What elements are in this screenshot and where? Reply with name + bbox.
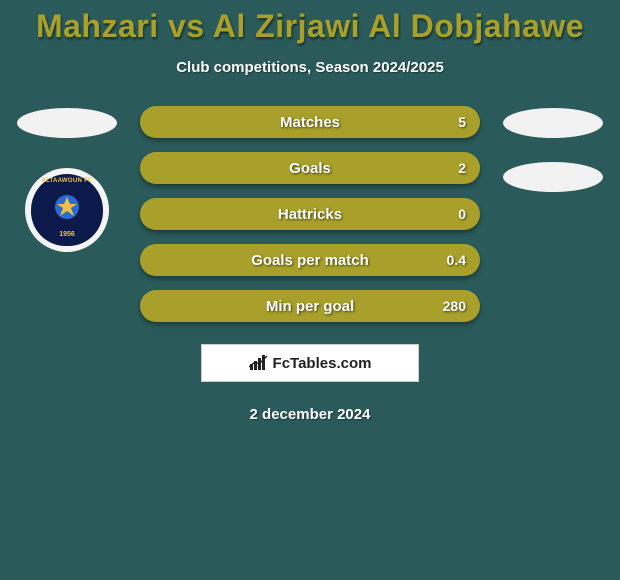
stat-label: Min per goal — [266, 298, 354, 315]
stat-value: 280 — [443, 298, 466, 314]
stat-value: 2 — [458, 160, 466, 176]
stat-value: 5 — [458, 114, 466, 130]
player-placeholder-ellipse — [503, 162, 603, 192]
stat-bar-goals-per-match: Goals per match 0.4 — [140, 244, 480, 276]
right-player-column — [498, 106, 608, 192]
branding-text: FcTables.com — [273, 355, 372, 372]
stat-label: Matches — [280, 114, 340, 131]
club-logo-ball-icon — [52, 192, 82, 222]
club-logo: ALTAAWOUN FC 1956 — [25, 168, 109, 252]
stat-label: Goals per match — [251, 252, 369, 269]
stat-label: Hattricks — [278, 206, 342, 223]
left-player-column: ALTAAWOUN FC 1956 — [12, 106, 122, 252]
date-line: 2 december 2024 — [0, 406, 620, 423]
comparison-title: Mahzari vs Al Zirjawi Al Dobjahawe — [0, 8, 620, 45]
stat-bar-min-per-goal: Min per goal 280 — [140, 290, 480, 322]
club-logo-shield: ALTAAWOUN FC 1956 — [31, 174, 103, 246]
stat-label: Goals — [289, 160, 331, 177]
bar-chart-icon — [249, 355, 269, 371]
content-row: ALTAAWOUN FC 1956 Matches 5 Goals — [0, 106, 620, 322]
stat-bar-matches: Matches 5 — [140, 106, 480, 138]
club-logo-name: ALTAAWOUN FC — [31, 178, 103, 184]
player-placeholder-ellipse — [17, 108, 117, 138]
stat-value: 0.4 — [447, 252, 466, 268]
player-placeholder-ellipse — [503, 108, 603, 138]
stats-bars-column: Matches 5 Goals 2 Hattricks 0 Goals per … — [140, 106, 480, 322]
branding-box: FcTables.com — [201, 344, 419, 382]
stat-value: 0 — [458, 206, 466, 222]
club-logo-year: 1956 — [31, 231, 103, 238]
stat-bar-goals: Goals 2 — [140, 152, 480, 184]
season-subtitle: Club competitions, Season 2024/2025 — [0, 59, 620, 76]
infographic-container: Mahzari vs Al Zirjawi Al Dobjahawe Club … — [0, 0, 620, 423]
stat-bar-hattricks: Hattricks 0 — [140, 198, 480, 230]
